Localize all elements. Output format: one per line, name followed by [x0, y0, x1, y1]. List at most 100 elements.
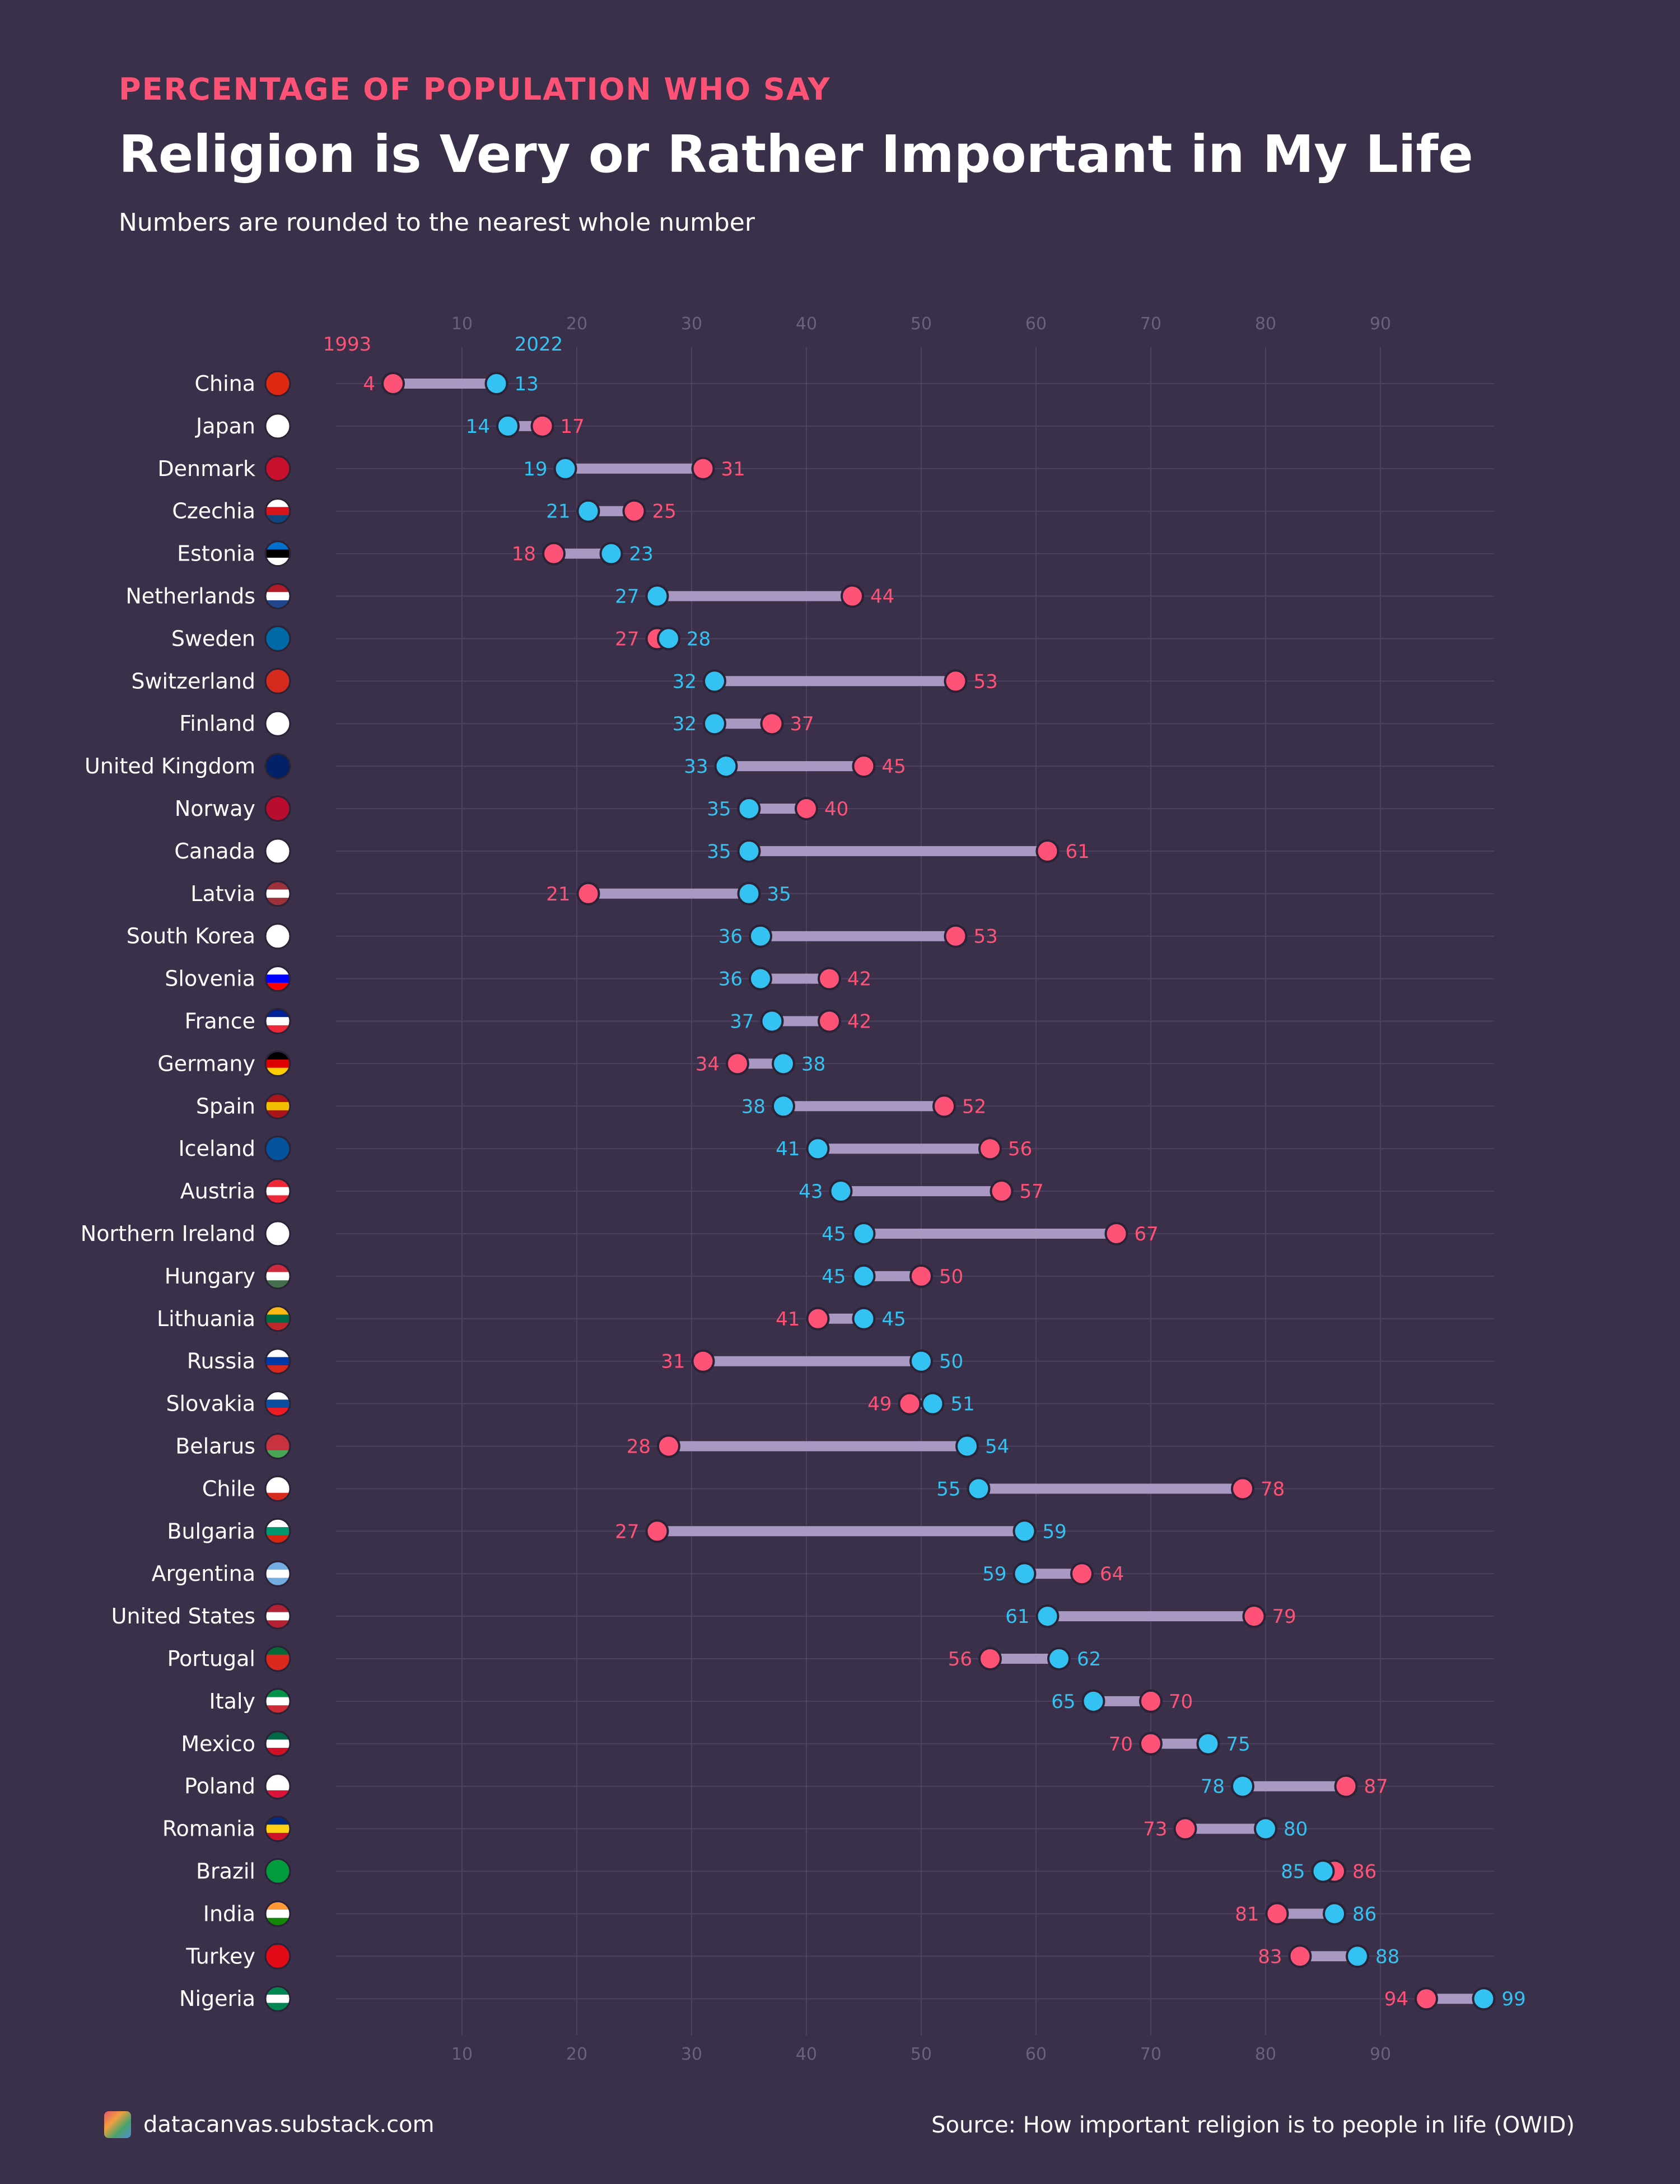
flag-stripe: [265, 1910, 290, 1919]
flag-stripe: [265, 1314, 290, 1323]
dot-2022: [1196, 1732, 1220, 1756]
flag-stripe: [265, 1017, 290, 1026]
dot-1993: [1070, 1562, 1094, 1586]
flag-outline: [264, 1518, 291, 1544]
value-label-2022: 35: [707, 798, 731, 820]
country-row: Latvia 21 35: [190, 880, 791, 907]
dot-1993: [760, 712, 784, 736]
value-label-2022: 45: [822, 1266, 846, 1288]
country-row: Slovakia 49 51: [166, 1390, 975, 1417]
value-label-2022: 62: [1077, 1648, 1101, 1670]
flag-outline: [264, 1220, 291, 1247]
value-label-1993: 56: [948, 1648, 972, 1670]
value-label-2022: 27: [615, 586, 639, 608]
flag-outline: [264, 1645, 291, 1672]
value-label-1993: 64: [1100, 1563, 1124, 1585]
dot-1993: [1104, 1222, 1128, 1245]
dot-2022: [645, 584, 669, 608]
dot-2022: [1012, 1562, 1037, 1586]
dot-2022: [484, 372, 508, 395]
value-label-1993: 18: [512, 543, 536, 566]
country-row: Iceland 41 56: [178, 1135, 1032, 1162]
dot-1993: [806, 1306, 830, 1331]
flag-stripe: [265, 379, 290, 388]
country-label: Russia: [187, 1349, 255, 1374]
country-row: Chile 55 78: [202, 1475, 1285, 1502]
x-tick-label-bottom: 60: [1025, 2045, 1047, 2064]
country-label: Slovakia: [166, 1392, 255, 1416]
flag-stripe: [265, 1824, 290, 1833]
x-tick-label-top: 90: [1370, 314, 1391, 334]
flag-stripe: [265, 676, 290, 686]
dot-2022: [760, 1009, 784, 1033]
dot-2022: [1311, 1859, 1335, 1883]
country-label: Estonia: [177, 542, 255, 566]
country-label: Switzerland: [131, 669, 255, 693]
legend-label-1993: 1993: [323, 333, 372, 356]
value-label-1993: 70: [1109, 1733, 1133, 1756]
country-label: Argentina: [152, 1561, 255, 1586]
country-label: Nigeria: [179, 1986, 255, 2011]
legend-label-2022: 2022: [515, 333, 563, 356]
x-tick-label-bottom: 50: [911, 2045, 932, 2064]
dot-1993: [978, 1137, 1002, 1161]
flag-stripe: [265, 974, 290, 983]
country-label: India: [203, 1901, 255, 1926]
value-label-1993: 27: [615, 628, 639, 650]
dot-2022: [749, 967, 772, 991]
dot-2022: [1346, 1944, 1369, 1968]
flag-stripe: [265, 1272, 290, 1281]
dot-2022: [737, 797, 761, 820]
value-label-2022: 21: [546, 501, 570, 523]
country-row: South Korea 36 53: [127, 923, 998, 950]
flag-stripe: [265, 634, 290, 643]
dot-2022: [806, 1137, 830, 1161]
value-label-2022: 32: [673, 713, 697, 735]
country-label: Czechia: [172, 499, 255, 524]
country-label: Bulgaria: [167, 1519, 255, 1543]
flag-outline: [264, 1475, 291, 1502]
flag-outline: [264, 838, 291, 865]
value-label-1993: 83: [1258, 1945, 1282, 1968]
flag-outline: [264, 1730, 291, 1757]
flag-outline: [264, 498, 291, 525]
flag-stripe: [265, 1144, 290, 1154]
country-label: China: [194, 371, 255, 396]
flag-outline: [264, 1305, 291, 1332]
flag-stripe: [265, 719, 290, 729]
dot-2022: [852, 1222, 876, 1245]
flag-stripe: [265, 422, 290, 431]
country-row: Northern Ireland 45 67: [81, 1220, 1159, 1247]
x-tick-label-bottom: 80: [1255, 2045, 1276, 2064]
x-tick-label-bottom: 30: [681, 2045, 702, 2064]
dot-2022: [852, 1264, 876, 1288]
dot-2022: [1012, 1519, 1037, 1543]
country-label: South Korea: [127, 924, 255, 949]
dot-2022: [1047, 1647, 1071, 1670]
value-label-1993: 53: [974, 926, 998, 948]
chart-subtitle: Numbers are rounded to the nearest whole…: [119, 208, 755, 237]
flag-stripe: [265, 1952, 290, 1961]
dot-1993: [944, 669, 968, 693]
country-row: France 37 42: [185, 1008, 871, 1034]
value-label-1993: 61: [1066, 841, 1090, 863]
flag-stripe: [265, 847, 290, 856]
country-row: Canada 35 61: [174, 838, 1090, 865]
footer-brand[interactable]: datacanvas.substack.com: [104, 2111, 435, 2138]
dot-1993: [990, 1179, 1014, 1203]
x-tick-label-top: 60: [1025, 314, 1047, 334]
flag-stripe: [265, 1697, 290, 1706]
country-label: Austria: [180, 1179, 255, 1203]
value-label-1993: 81: [1235, 1903, 1259, 1925]
country-row: Slovenia 36 42: [165, 965, 871, 992]
x-tick-label-top: 50: [911, 314, 932, 334]
country-label: Denmark: [157, 456, 255, 481]
country-label: Hungary: [165, 1264, 255, 1289]
country-label: Slovenia: [165, 967, 255, 991]
value-label-1993: 44: [870, 586, 894, 608]
flag-outline: [264, 1985, 291, 2012]
country-label: Turkey: [185, 1944, 255, 1968]
flag-stripe: [265, 592, 290, 601]
value-label-2022: 54: [985, 1436, 1009, 1458]
